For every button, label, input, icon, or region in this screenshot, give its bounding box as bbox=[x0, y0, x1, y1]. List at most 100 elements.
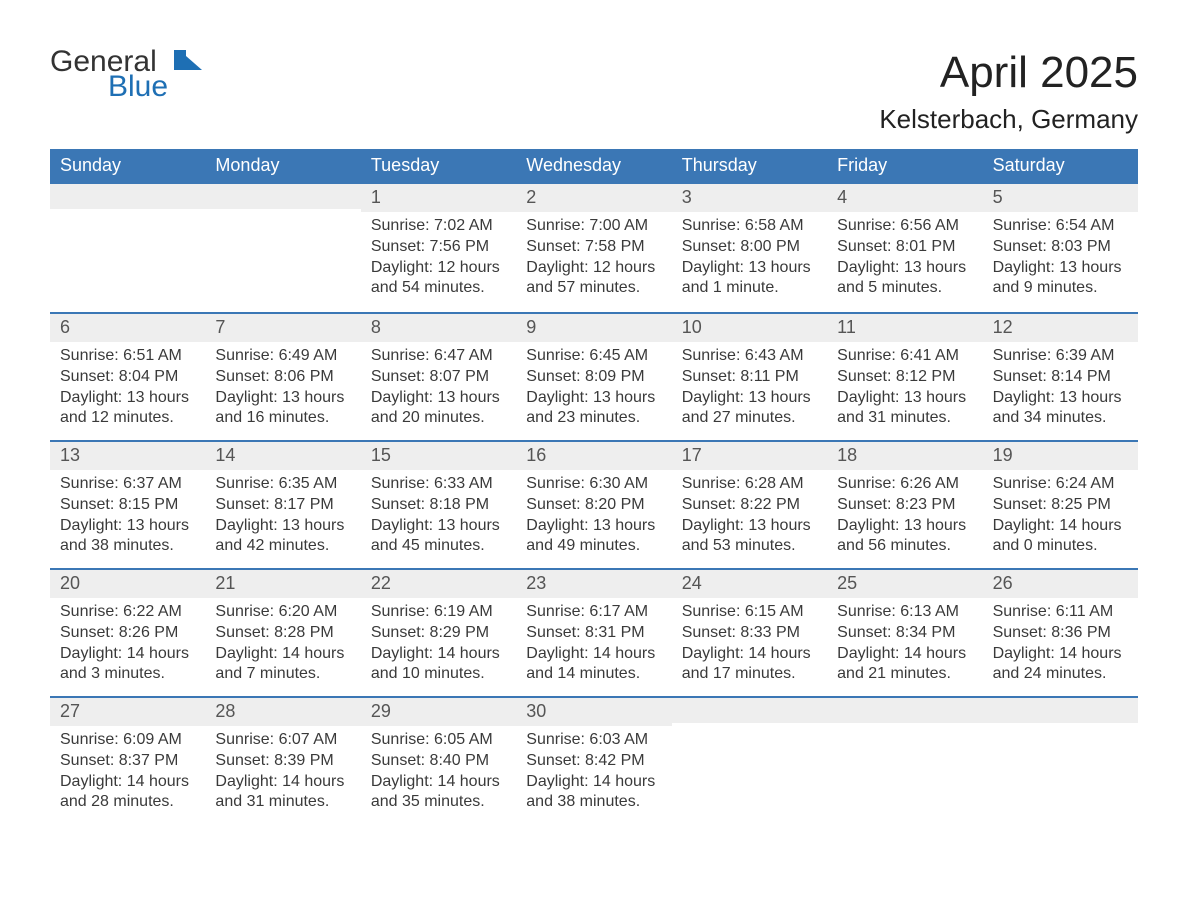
sunrise-text: Sunrise: 6:43 AM bbox=[682, 346, 817, 367]
day-cell bbox=[50, 184, 205, 312]
sunset-text: Sunset: 8:20 PM bbox=[526, 495, 661, 516]
day-body: Sunrise: 6:35 AMSunset: 8:17 PMDaylight:… bbox=[205, 470, 360, 557]
daylight-text: Daylight: 13 hours and 5 minutes. bbox=[837, 258, 972, 300]
brand-text: General Blue bbox=[50, 48, 168, 101]
day-body: Sunrise: 6:05 AMSunset: 8:40 PMDaylight:… bbox=[361, 726, 516, 813]
day-cell: 24Sunrise: 6:15 AMSunset: 8:33 PMDayligh… bbox=[672, 570, 827, 696]
day-number: 21 bbox=[205, 570, 360, 598]
day-number: 16 bbox=[516, 442, 671, 470]
sunset-text: Sunset: 8:14 PM bbox=[993, 367, 1128, 388]
sunrise-text: Sunrise: 6:20 AM bbox=[215, 602, 350, 623]
sunset-text: Sunset: 8:11 PM bbox=[682, 367, 817, 388]
day-number: 4 bbox=[827, 184, 982, 212]
day-body: Sunrise: 6:45 AMSunset: 8:09 PMDaylight:… bbox=[516, 342, 671, 429]
dow-saturday: Saturday bbox=[983, 149, 1138, 184]
daylight-text: Daylight: 14 hours and 31 minutes. bbox=[215, 772, 350, 814]
sunrise-text: Sunrise: 6:37 AM bbox=[60, 474, 195, 495]
day-cell: 5Sunrise: 6:54 AMSunset: 8:03 PMDaylight… bbox=[983, 184, 1138, 312]
day-body: Sunrise: 6:15 AMSunset: 8:33 PMDaylight:… bbox=[672, 598, 827, 685]
day-body: Sunrise: 6:28 AMSunset: 8:22 PMDaylight:… bbox=[672, 470, 827, 557]
day-cell: 11Sunrise: 6:41 AMSunset: 8:12 PMDayligh… bbox=[827, 314, 982, 440]
day-number: 5 bbox=[983, 184, 1138, 212]
dow-friday: Friday bbox=[827, 149, 982, 184]
day-number: 28 bbox=[205, 698, 360, 726]
day-cell: 21Sunrise: 6:20 AMSunset: 8:28 PMDayligh… bbox=[205, 570, 360, 696]
sunset-text: Sunset: 8:36 PM bbox=[993, 623, 1128, 644]
daylight-text: Daylight: 13 hours and 45 minutes. bbox=[371, 516, 506, 558]
day-body: Sunrise: 6:51 AMSunset: 8:04 PMDaylight:… bbox=[50, 342, 205, 429]
sunrise-text: Sunrise: 6:13 AM bbox=[837, 602, 972, 623]
day-cell: 4Sunrise: 6:56 AMSunset: 8:01 PMDaylight… bbox=[827, 184, 982, 312]
sunrise-text: Sunrise: 6:45 AM bbox=[526, 346, 661, 367]
dow-monday: Monday bbox=[205, 149, 360, 184]
sunset-text: Sunset: 8:26 PM bbox=[60, 623, 195, 644]
day-cell bbox=[983, 698, 1138, 824]
day-body: Sunrise: 6:17 AMSunset: 8:31 PMDaylight:… bbox=[516, 598, 671, 685]
day-body: Sunrise: 6:26 AMSunset: 8:23 PMDaylight:… bbox=[827, 470, 982, 557]
week-row: 27Sunrise: 6:09 AMSunset: 8:37 PMDayligh… bbox=[50, 696, 1138, 824]
daylight-text: Daylight: 14 hours and 28 minutes. bbox=[60, 772, 195, 814]
daylight-text: Daylight: 13 hours and 12 minutes. bbox=[60, 388, 195, 430]
sunset-text: Sunset: 8:07 PM bbox=[371, 367, 506, 388]
day-number: 17 bbox=[672, 442, 827, 470]
day-cell: 28Sunrise: 6:07 AMSunset: 8:39 PMDayligh… bbox=[205, 698, 360, 824]
day-cell: 13Sunrise: 6:37 AMSunset: 8:15 PMDayligh… bbox=[50, 442, 205, 568]
day-number bbox=[205, 184, 360, 209]
day-body: Sunrise: 6:20 AMSunset: 8:28 PMDaylight:… bbox=[205, 598, 360, 685]
sunset-text: Sunset: 8:06 PM bbox=[215, 367, 350, 388]
day-cell: 2Sunrise: 7:00 AMSunset: 7:58 PMDaylight… bbox=[516, 184, 671, 312]
day-number: 24 bbox=[672, 570, 827, 598]
sunrise-text: Sunrise: 6:19 AM bbox=[371, 602, 506, 623]
day-cell: 14Sunrise: 6:35 AMSunset: 8:17 PMDayligh… bbox=[205, 442, 360, 568]
sunrise-text: Sunrise: 6:30 AM bbox=[526, 474, 661, 495]
day-number: 15 bbox=[361, 442, 516, 470]
day-cell bbox=[672, 698, 827, 824]
day-cell: 27Sunrise: 6:09 AMSunset: 8:37 PMDayligh… bbox=[50, 698, 205, 824]
day-number: 27 bbox=[50, 698, 205, 726]
daylight-text: Daylight: 14 hours and 10 minutes. bbox=[371, 644, 506, 686]
daylight-text: Daylight: 13 hours and 1 minute. bbox=[682, 258, 817, 300]
sunset-text: Sunset: 8:31 PM bbox=[526, 623, 661, 644]
daylight-text: Daylight: 13 hours and 27 minutes. bbox=[682, 388, 817, 430]
day-cell: 23Sunrise: 6:17 AMSunset: 8:31 PMDayligh… bbox=[516, 570, 671, 696]
sunrise-text: Sunrise: 6:33 AM bbox=[371, 474, 506, 495]
day-number: 19 bbox=[983, 442, 1138, 470]
sunrise-text: Sunrise: 6:03 AM bbox=[526, 730, 661, 751]
day-cell: 18Sunrise: 6:26 AMSunset: 8:23 PMDayligh… bbox=[827, 442, 982, 568]
day-body: Sunrise: 6:09 AMSunset: 8:37 PMDaylight:… bbox=[50, 726, 205, 813]
day-body: Sunrise: 6:11 AMSunset: 8:36 PMDaylight:… bbox=[983, 598, 1138, 685]
sunset-text: Sunset: 8:18 PM bbox=[371, 495, 506, 516]
day-body: Sunrise: 6:30 AMSunset: 8:20 PMDaylight:… bbox=[516, 470, 671, 557]
sunset-text: Sunset: 8:17 PM bbox=[215, 495, 350, 516]
sunrise-text: Sunrise: 6:05 AM bbox=[371, 730, 506, 751]
day-cell: 30Sunrise: 6:03 AMSunset: 8:42 PMDayligh… bbox=[516, 698, 671, 824]
day-cell: 12Sunrise: 6:39 AMSunset: 8:14 PMDayligh… bbox=[983, 314, 1138, 440]
daylight-text: Daylight: 14 hours and 0 minutes. bbox=[993, 516, 1128, 558]
daylight-text: Daylight: 13 hours and 56 minutes. bbox=[837, 516, 972, 558]
daylight-text: Daylight: 13 hours and 9 minutes. bbox=[993, 258, 1128, 300]
day-number: 9 bbox=[516, 314, 671, 342]
sunset-text: Sunset: 8:28 PM bbox=[215, 623, 350, 644]
day-body: Sunrise: 6:19 AMSunset: 8:29 PMDaylight:… bbox=[361, 598, 516, 685]
daylight-text: Daylight: 13 hours and 16 minutes. bbox=[215, 388, 350, 430]
day-cell: 16Sunrise: 6:30 AMSunset: 8:20 PMDayligh… bbox=[516, 442, 671, 568]
day-number bbox=[672, 698, 827, 723]
month-title: April 2025 bbox=[879, 48, 1138, 98]
day-cell: 9Sunrise: 6:45 AMSunset: 8:09 PMDaylight… bbox=[516, 314, 671, 440]
sunrise-text: Sunrise: 6:17 AM bbox=[526, 602, 661, 623]
day-cell: 25Sunrise: 6:13 AMSunset: 8:34 PMDayligh… bbox=[827, 570, 982, 696]
day-cell: 1Sunrise: 7:02 AMSunset: 7:56 PMDaylight… bbox=[361, 184, 516, 312]
week-row: 1Sunrise: 7:02 AMSunset: 7:56 PMDaylight… bbox=[50, 184, 1138, 312]
day-cell: 10Sunrise: 6:43 AMSunset: 8:11 PMDayligh… bbox=[672, 314, 827, 440]
sunrise-text: Sunrise: 6:47 AM bbox=[371, 346, 506, 367]
day-body: Sunrise: 6:22 AMSunset: 8:26 PMDaylight:… bbox=[50, 598, 205, 685]
sunrise-text: Sunrise: 6:26 AM bbox=[837, 474, 972, 495]
sunset-text: Sunset: 8:40 PM bbox=[371, 751, 506, 772]
daylight-text: Daylight: 13 hours and 31 minutes. bbox=[837, 388, 972, 430]
calendar-grid: SundayMondayTuesdayWednesdayThursdayFrid… bbox=[50, 149, 1138, 824]
day-body: Sunrise: 6:07 AMSunset: 8:39 PMDaylight:… bbox=[205, 726, 360, 813]
location-subtitle: Kelsterbach, Germany bbox=[879, 104, 1138, 135]
week-row: 20Sunrise: 6:22 AMSunset: 8:26 PMDayligh… bbox=[50, 568, 1138, 696]
day-cell: 7Sunrise: 6:49 AMSunset: 8:06 PMDaylight… bbox=[205, 314, 360, 440]
day-cell bbox=[827, 698, 982, 824]
